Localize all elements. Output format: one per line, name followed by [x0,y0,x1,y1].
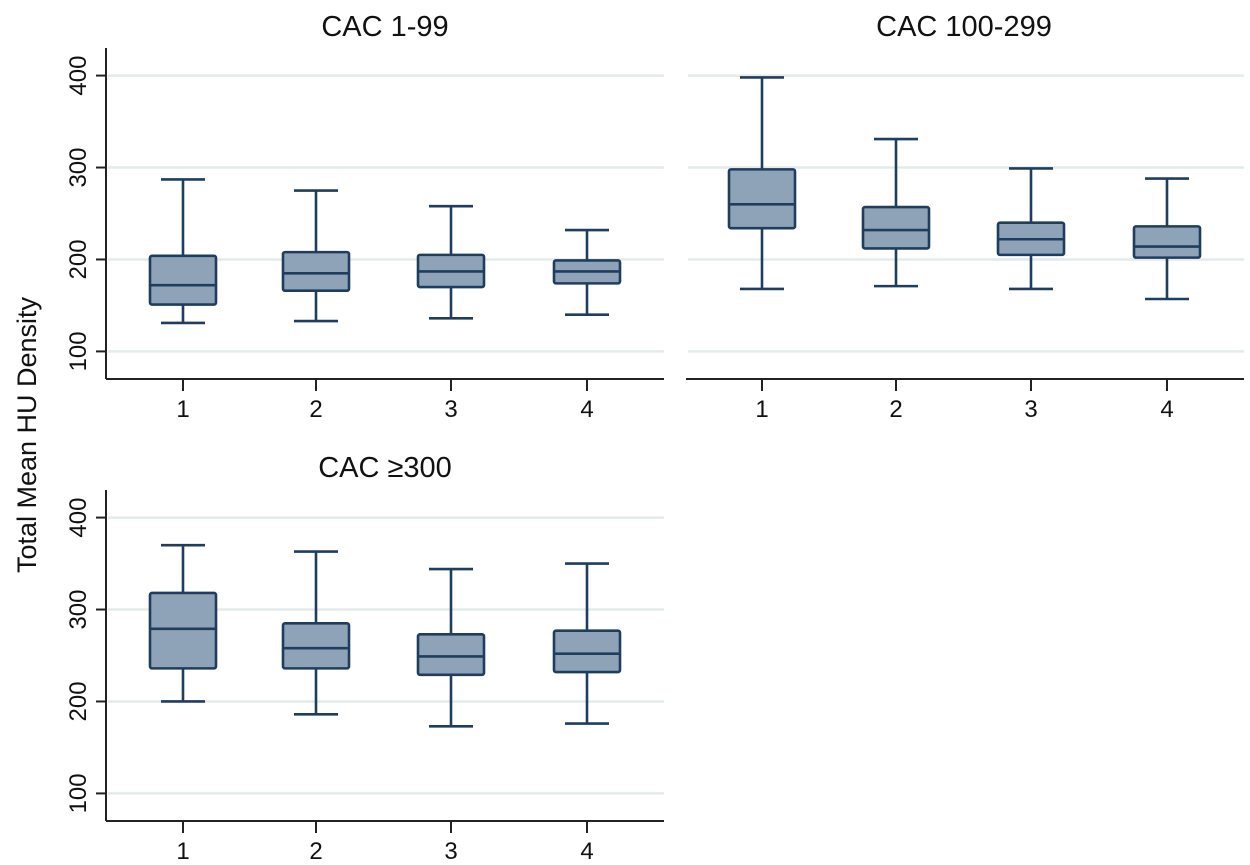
y-tick-label: 200 [65,681,92,721]
iqr-box [148,254,218,306]
x-tick-label: 3 [444,838,457,865]
x-tick-label: 3 [444,396,457,423]
iqr-box [861,205,931,250]
y-tick-label: 400 [65,498,92,538]
x-tick-label: 2 [309,396,322,423]
y-tick-label: 400 [65,56,92,96]
panel-title: CAC ≥300 [318,452,452,484]
iqr-box [148,591,218,670]
iqr-box [552,629,622,674]
x-tick-label: 1 [755,396,768,423]
box-2 [861,137,931,288]
panel-3: 100 200 300 400 1 2 3 4 CAC ≥300 [65,452,664,865]
x-tick-label: 2 [309,838,322,865]
iqr-box [416,633,486,677]
y-axis-title: Total Mean HU Density [12,296,42,573]
iqr-box [281,622,351,670]
box-1 [148,178,218,325]
y-tick-label: 200 [65,239,92,279]
iqr-box [727,168,797,230]
panel-title: CAC 100-299 [876,11,1052,43]
x-tick-label: 2 [889,396,902,423]
x-tick-label: 1 [176,838,189,865]
box-1 [148,543,218,703]
box-4 [1132,177,1202,301]
panel-2: 1 2 3 4 CAC 100-299 [686,11,1244,423]
x-tick-label: 3 [1024,396,1037,423]
box-3 [996,167,1066,291]
panel-1: 100 200 300 400 1 2 3 4 CAC 1-99 [65,11,664,423]
iqr-box [281,250,351,293]
y-tick-label: 100 [65,773,92,813]
box-4 [552,562,622,725]
y-tick-label: 300 [65,590,92,630]
y-tick-label: 300 [65,148,92,188]
box-1 [727,76,797,291]
box-4 [552,228,622,316]
iqr-box [1132,225,1202,259]
box-3 [416,567,486,728]
panel-title: CAC 1-99 [321,11,448,43]
box-3 [416,204,486,320]
x-tick-label: 4 [580,838,593,865]
box-2 [281,189,351,323]
box-2 [281,550,351,716]
x-tick-label: 1 [176,396,189,423]
x-tick-label: 4 [580,396,593,423]
y-tick-label: 100 [65,331,92,371]
x-tick-label: 4 [1160,396,1173,423]
